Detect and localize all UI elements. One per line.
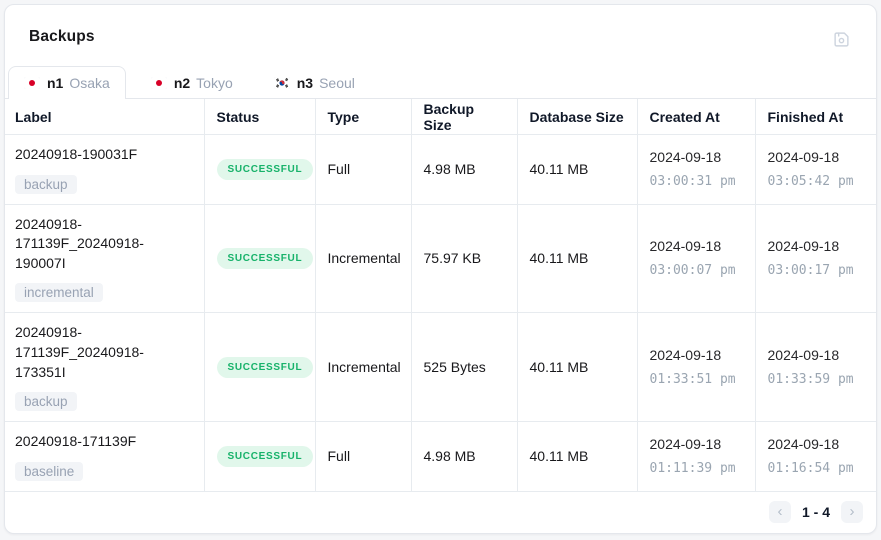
finished-time: 01:16:54 pm	[767, 461, 854, 477]
finished-date: 2024-09-18	[767, 149, 840, 166]
finished-date: 2024-09-18	[767, 238, 840, 255]
backup-tag-badge: backup	[15, 174, 77, 194]
created-date: 2024-09-18	[649, 238, 722, 255]
status-cell: SUCCESSFUL	[203, 312, 315, 423]
database-size-cell: 40.11 MB	[516, 421, 637, 492]
tab-city-label: Osaka	[69, 75, 110, 91]
finished-at-cell: 2024-09-18 01:33:59 pm	[754, 312, 876, 423]
backup-label: 20240918-171139F	[15, 433, 137, 450]
finished-date: 2024-09-18	[767, 347, 840, 364]
tab-n3-seoul[interactable]: n3 Seoul	[258, 66, 371, 99]
tab-city-label: Tokyo	[196, 75, 233, 91]
created-time: 01:11:39 pm	[649, 461, 736, 477]
save-icon[interactable]	[833, 31, 850, 48]
database-size-cell: 40.11 MB	[516, 312, 637, 423]
label-cell: 20240918-190031F backup	[5, 134, 204, 205]
panel-header: Backups	[5, 5, 876, 66]
backup-label: 20240918-190031F	[15, 146, 138, 162]
finished-at-cell: 2024-09-18 03:00:17 pm	[754, 204, 876, 314]
finished-date: 2024-09-18	[767, 436, 840, 453]
finished-at-cell: 2024-09-18 03:05:42 pm	[754, 134, 876, 205]
korea-flag-icon	[273, 77, 290, 89]
created-at-cell: 2024-09-18 01:11:39 pm	[636, 421, 755, 492]
backup-tag-badge: baseline	[15, 461, 84, 481]
type-cell: Incremental	[314, 204, 411, 314]
table-row: 20240918-190031F backup SUCCESSFUL Full 4.98…	[5, 134, 876, 205]
tab-node-label: n1	[47, 75, 64, 91]
status-cell: SUCCESSFUL	[203, 134, 315, 205]
finished-time: 01:33:59 pm	[767, 372, 854, 388]
backup-size-cell: 4.98 MB	[410, 421, 517, 492]
japan-flag-icon	[150, 77, 167, 89]
backup-size-cell: 525 Bytes	[410, 312, 517, 423]
finished-time: 03:05:42 pm	[767, 174, 854, 190]
column-header-database-size: Database Size	[516, 98, 637, 135]
status-badge: SUCCESSFUL	[216, 356, 314, 378]
type-cell: Full	[314, 421, 411, 492]
backup-tag-badge: incremental	[15, 283, 103, 303]
database-size-cell: 40.11 MB	[516, 204, 637, 314]
column-header-status: Status	[203, 98, 315, 135]
backups-table: Label Status Type Backup Size Database S…	[5, 98, 876, 492]
status-cell: SUCCESSFUL	[203, 204, 315, 314]
status-cell: SUCCESSFUL	[203, 421, 315, 492]
created-at-cell: 2024-09-18 03:00:31 pm	[636, 134, 755, 205]
database-size-cell: 40.11 MB	[516, 134, 637, 205]
table-header: Label Status Type Backup Size Database S…	[5, 98, 876, 135]
created-date: 2024-09-18	[649, 149, 722, 166]
finished-at-cell: 2024-09-18 01:16:54 pm	[754, 421, 876, 492]
node-tabs: n1 Osaka n2 Tokyo n3	[8, 66, 876, 99]
created-time: 01:33:51 pm	[649, 372, 736, 388]
created-at-cell: 2024-09-18 01:33:51 pm	[636, 312, 755, 423]
backup-size-cell: 4.98 MB	[410, 134, 517, 205]
status-badge: SUCCESSFUL	[216, 445, 314, 467]
pagination-next-button[interactable]: ›	[841, 501, 863, 524]
column-header-type: Type	[314, 98, 411, 135]
backup-label: 20240918-171139F_20240918-190007I	[15, 215, 144, 271]
backup-label: 20240918-171139F_20240918-173351I	[15, 324, 144, 380]
pagination-range: 1 - 4	[801, 504, 830, 521]
table-row: 20240918-171139F baseline SUCCESSFUL Full 4.…	[5, 421, 876, 492]
tab-city-label: Seoul	[319, 75, 355, 91]
column-header-finished-at: Finished At	[754, 98, 876, 135]
backups-panel: Backups n1 Osaka n2 Tokyo	[4, 4, 877, 534]
tab-node-label: n2	[173, 75, 191, 91]
tab-n1-osaka[interactable]: n1 Osaka	[8, 66, 126, 99]
created-time: 03:00:07 pm	[649, 263, 736, 279]
label-cell: 20240918-171139F baseline	[5, 421, 204, 492]
column-header-label: Label	[5, 98, 204, 135]
created-at-cell: 2024-09-18 03:00:07 pm	[636, 204, 755, 314]
finished-time: 03:00:17 pm	[767, 263, 854, 279]
type-cell: Full	[314, 134, 411, 205]
pagination-prev-button[interactable]: ‹	[768, 501, 791, 524]
page-title: Backups	[29, 28, 95, 45]
status-badge: SUCCESSFUL	[216, 158, 314, 180]
created-date: 2024-09-18	[649, 436, 722, 453]
table-footer: ‹ 1 - 4 ›	[5, 492, 876, 533]
table-body: 20240918-190031F backup SUCCESSFUL Full 4.98…	[5, 134, 876, 492]
column-header-created-at: Created At	[636, 98, 755, 135]
backup-tag-badge: backup	[15, 392, 77, 412]
tab-node-label: n3	[296, 75, 314, 91]
type-cell: Incremental	[314, 312, 411, 423]
created-date: 2024-09-18	[649, 347, 722, 364]
japan-flag-icon	[24, 77, 40, 89]
status-badge: SUCCESSFUL	[216, 247, 314, 269]
created-time: 03:00:31 pm	[649, 174, 736, 190]
column-header-backup-size: Backup Size	[410, 98, 517, 135]
tab-n2-tokyo[interactable]: n2 Tokyo	[135, 66, 249, 99]
backup-size-cell: 75.97 KB	[410, 204, 517, 314]
